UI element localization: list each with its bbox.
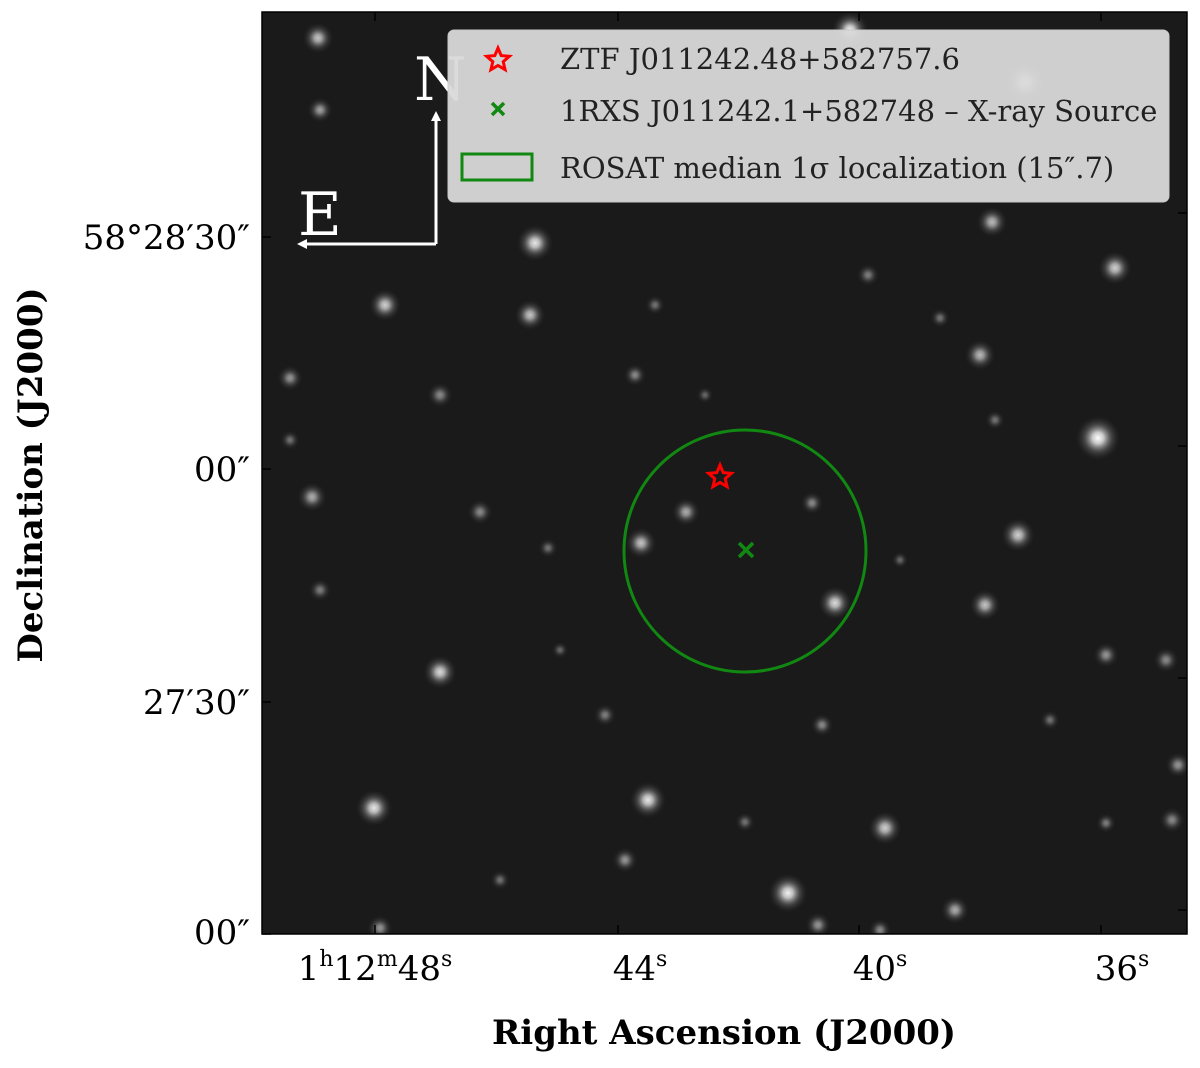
star [1153,647,1179,673]
star [964,339,996,371]
star [467,499,493,525]
y-tick-label: 00″ [194,913,250,953]
source-overlays [622,428,868,674]
star [490,870,510,890]
x-tick-label: 36s [1095,947,1150,989]
ztf-source-marker [704,461,736,490]
star [1096,813,1116,833]
star [818,586,852,620]
star [593,703,617,727]
star [280,430,300,450]
y-tick-labels: 58°28′30″ 00″ 27′30″ 00″ [83,218,250,953]
star [969,589,1001,621]
star [1093,642,1119,668]
star [696,386,714,404]
star [625,527,657,559]
star [367,915,393,934]
star [1001,518,1035,552]
star [868,811,902,845]
axis-ticks [262,12,1187,935]
star [645,295,665,315]
star [868,918,892,934]
star [277,365,303,391]
star [368,288,402,322]
star [985,410,1005,430]
star [800,491,824,515]
star [1159,807,1185,833]
star [891,551,909,569]
x-axis-title: Right Ascension (J2000) [492,1013,956,1053]
star [551,641,569,659]
star [735,812,755,832]
star [930,308,950,328]
star [1075,415,1121,461]
star [612,847,638,873]
star-field [277,12,1187,934]
rosat-localization-circle [622,428,868,674]
star [672,498,700,526]
star [302,22,334,54]
star [1098,251,1132,285]
star [516,224,554,262]
star [355,789,393,827]
star [805,912,831,934]
star [810,713,834,737]
legend-box [447,29,1170,203]
y-tick-label: 00″ [194,450,250,490]
star [427,382,453,408]
star [1165,752,1187,778]
star [976,206,1008,238]
x-tick-label: 40s [853,947,908,989]
legend: ZTF J011242.48+582757.6 1RXS J011242.1+5… [447,29,1170,203]
star [629,781,667,819]
y-tick-label: 58°28′30″ [83,218,250,258]
star [623,363,647,387]
legend-x-marker [490,101,506,117]
star [297,482,327,512]
star [856,263,880,287]
star [941,896,969,924]
east-label: E [298,180,342,250]
x-tick-labels: 1h12m48s 44s 40s 36s [298,947,1150,989]
star [514,299,546,331]
y-axis-title: Declination (J2000) [11,287,51,662]
star [307,97,333,123]
x-tick-label: 1h12m48s [298,947,453,989]
star [423,655,457,689]
legend-star-marker [482,44,514,73]
plot-frame [261,11,1188,935]
legend-label-ztf: ZTF J011242.48+582757.6 [560,42,960,76]
star [1040,710,1060,730]
xray-source-marker [737,541,755,559]
star [768,873,808,913]
y-tick-label: 27′30″ [143,683,250,723]
legend-label-xray: 1RXS J011242.1+582748 – X-ray Source [560,94,1157,128]
legend-label-rosat: ROSAT median 1σ localization (15″.7) [560,151,1114,185]
legend-rect-marker [460,152,534,182]
star [538,538,558,558]
x-tick-label: 44s [613,947,668,989]
star [308,578,332,602]
